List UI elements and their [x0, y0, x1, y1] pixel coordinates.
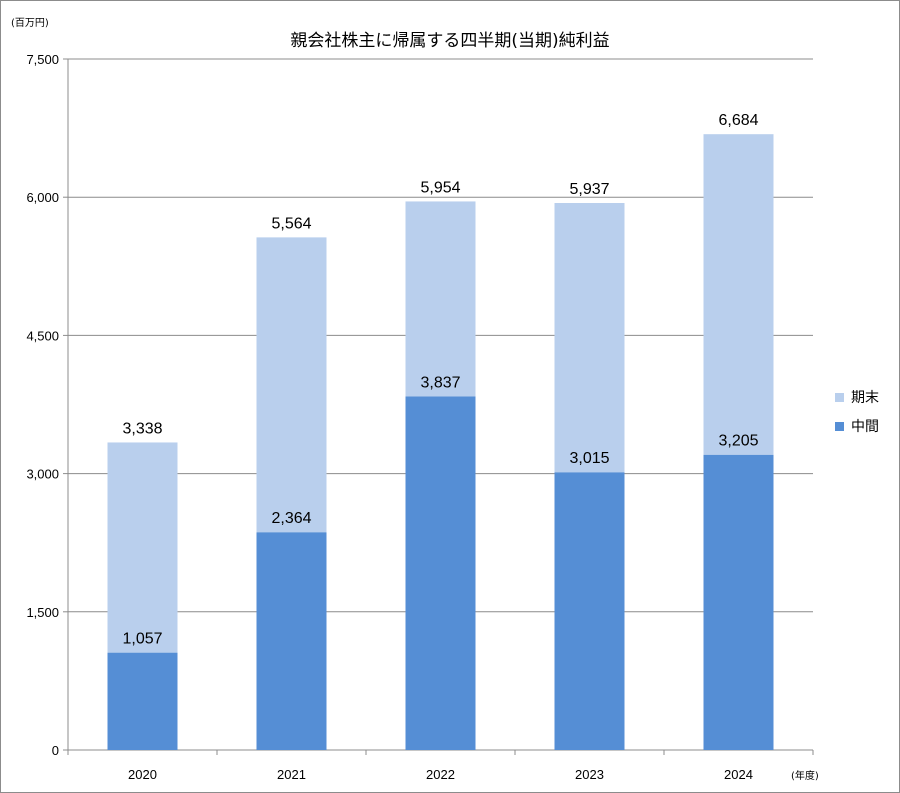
data-label-interim-2022: 3,837	[420, 374, 460, 391]
bar-interim-2022	[405, 396, 476, 750]
data-label-interim-2020: 1,057	[122, 631, 162, 648]
x-tick-label-2020: 2020	[128, 767, 157, 782]
y-tick-label-4: 6,000	[26, 190, 59, 205]
bar-year-end-2021	[256, 237, 327, 533]
y-tick-label-0: 0	[52, 743, 59, 758]
data-label-year-end-2023: 5,937	[569, 181, 609, 198]
legend-label-year-end: 期末	[851, 390, 879, 406]
data-label-interim-2023: 3,015	[569, 450, 609, 467]
bar-interim-2023	[554, 472, 625, 750]
bar-interim-2024	[703, 454, 774, 750]
bar-year-end-2023	[554, 203, 625, 473]
x-tick-label-2024: 2024	[724, 767, 753, 782]
data-label-year-end-2024: 6,684	[718, 112, 758, 129]
data-label-interim-2024: 3,205	[718, 433, 758, 450]
bar-year-end-2020	[107, 442, 178, 653]
legend-label-interim: 中間	[851, 419, 879, 435]
bar-year-end-2022	[405, 201, 476, 397]
data-label-year-end-2021: 5,564	[271, 215, 311, 232]
bar-interim-2020	[107, 652, 178, 750]
axes: 0 1,500 3,000 4,500 6,000 7,500 2020 2021 2022 20…	[26, 52, 814, 782]
data-label-interim-2021: 2,364	[271, 510, 311, 527]
x-axis-unit-label: (年度)	[791, 769, 819, 782]
bar-interim-2021	[256, 532, 327, 750]
y-tick-label-1: 1,500	[26, 605, 59, 620]
y-tick-label-3: 4,500	[26, 328, 59, 343]
chart-title: 親会社株主に帰属する四半期(当期)純利益	[290, 31, 609, 51]
bars	[107, 134, 774, 750]
data-labels: 1,057 3,338 2,364 5,564 3,837 5,954 3,015 5,937…	[122, 112, 758, 647]
bar-year-end-2024	[703, 134, 774, 455]
legend-swatch-year-end	[835, 393, 844, 402]
y-tick-label-2: 3,000	[26, 467, 59, 482]
x-tick-label-2023: 2023	[575, 767, 604, 782]
x-tick-label-2021: 2021	[277, 767, 306, 782]
y-axis-unit-label: (百万円)	[11, 17, 49, 29]
x-tick-label-2022: 2022	[426, 767, 455, 782]
data-label-year-end-2022: 5,954	[420, 179, 460, 196]
y-tick-label-5: 7,500	[26, 52, 59, 67]
data-label-year-end-2020: 3,338	[122, 420, 162, 437]
legend-swatch-interim	[835, 422, 844, 431]
